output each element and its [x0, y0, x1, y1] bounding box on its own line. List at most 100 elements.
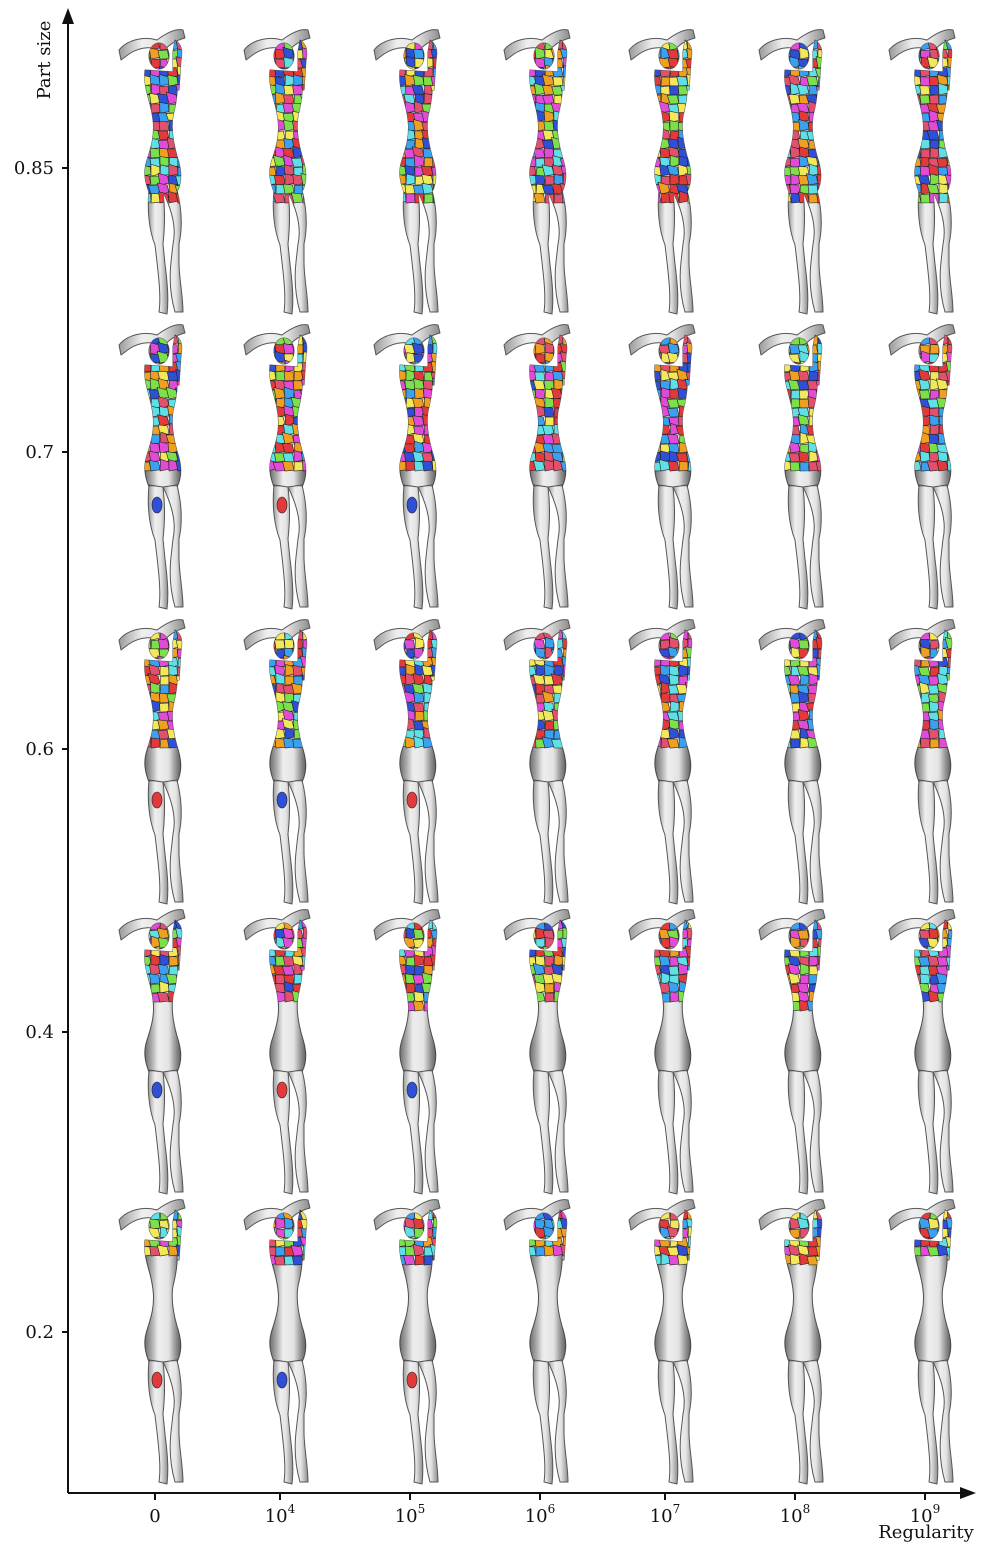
segment-patch — [808, 990, 819, 1003]
segment-patch — [685, 407, 692, 418]
segment-patch — [543, 1245, 555, 1257]
segment-patch — [269, 648, 277, 659]
segmented-model — [373, 1199, 441, 1485]
segment-patch — [668, 110, 680, 123]
segment-patch — [914, 424, 922, 436]
segment-patch — [807, 692, 819, 704]
segment-patch — [561, 738, 567, 749]
segment-patch — [293, 49, 304, 60]
segment-patch — [815, 981, 822, 994]
segment-patch — [414, 710, 425, 722]
segment-patch — [177, 48, 182, 60]
segment-patch — [144, 112, 152, 123]
segment-patch — [654, 139, 662, 150]
segmented-model — [373, 29, 441, 315]
segment-patch — [269, 93, 277, 105]
segment-patch — [405, 387, 416, 400]
segment-patch — [399, 389, 407, 400]
x-tick-label: 107 — [650, 1502, 681, 1527]
segmented-model — [118, 909, 186, 1195]
segment-patch — [177, 738, 182, 749]
segment-patch — [300, 172, 307, 186]
segment-patch — [816, 682, 822, 695]
segment-patch — [399, 139, 407, 150]
segment-patch — [423, 343, 434, 355]
segment-patch — [175, 369, 182, 382]
segment-patch — [423, 1255, 434, 1266]
segment-patch — [678, 736, 689, 749]
segment-patch — [919, 76, 931, 87]
y-ticks: 0.85 0.7 0.6 0.4 0.2 — [14, 158, 68, 1343]
segment-patch — [144, 729, 152, 740]
segment-patch — [406, 1081, 418, 1099]
segment-patch — [292, 380, 304, 391]
segment-patch — [685, 173, 692, 186]
segment-patch — [784, 701, 792, 713]
segment-patch — [423, 991, 434, 1003]
segment-patch — [945, 94, 952, 105]
segment-patch — [919, 450, 931, 463]
segment-patch — [914, 738, 922, 749]
segment-patch — [399, 405, 407, 418]
segment-patch — [914, 684, 922, 695]
segment-patch — [788, 452, 801, 463]
segment-patch — [686, 362, 692, 373]
segment-patch — [276, 1371, 288, 1389]
segment-patch — [678, 700, 689, 713]
segment-patch — [914, 407, 922, 418]
segment-patch — [686, 48, 692, 60]
segment-patch — [677, 387, 689, 400]
segment-patch — [914, 156, 922, 168]
segment-patch — [816, 699, 822, 713]
segment-patch — [947, 973, 952, 985]
segment-patch — [269, 139, 277, 150]
segment-patch — [432, 57, 437, 69]
segment-patches — [654, 335, 692, 472]
segment-patch — [654, 103, 662, 114]
segmented-model — [118, 619, 186, 905]
segment-patch — [533, 415, 546, 427]
segment-patch — [529, 992, 537, 1003]
segment-patch — [177, 648, 182, 659]
segment-patch — [421, 460, 434, 472]
segment-patch — [300, 67, 307, 78]
segment-patch — [799, 360, 810, 373]
segmented-model — [118, 324, 186, 610]
segment-patch — [414, 361, 425, 373]
segment-patch — [405, 173, 416, 186]
segment-patch — [302, 443, 307, 454]
segment-patch — [669, 66, 680, 78]
segment-patch — [529, 174, 537, 186]
segment-patch — [919, 165, 931, 177]
segment-patch — [947, 139, 952, 150]
segment-patch — [529, 1235, 537, 1248]
segment-patch — [431, 735, 437, 749]
segment-patch — [559, 1217, 567, 1230]
segment-patch — [914, 433, 922, 445]
segment-patch — [430, 76, 437, 87]
segment-patch — [815, 1245, 822, 1257]
segment-patch — [669, 85, 680, 96]
segment-patch — [291, 682, 304, 695]
segment-patch — [529, 415, 537, 427]
segment-patch — [562, 664, 567, 677]
segment-patch — [945, 701, 952, 713]
segment-patch — [302, 683, 307, 695]
segment-patch — [790, 936, 801, 949]
segment-patch — [561, 656, 567, 668]
segment-patch — [947, 929, 952, 940]
segment-patch — [920, 692, 931, 704]
segment-patch — [947, 48, 952, 60]
segment-patch — [168, 965, 179, 976]
segment-patch — [399, 101, 407, 114]
segment-patch — [293, 344, 304, 355]
segment-patch — [177, 657, 182, 668]
segment-patch — [430, 981, 437, 994]
segment-patch — [686, 73, 692, 87]
segment-patch — [914, 729, 922, 740]
segmented-model — [243, 909, 311, 1195]
segment-patch — [159, 684, 170, 695]
segment-patch — [817, 1226, 822, 1239]
segment-patch — [927, 1217, 940, 1230]
segment-patch — [677, 415, 689, 427]
